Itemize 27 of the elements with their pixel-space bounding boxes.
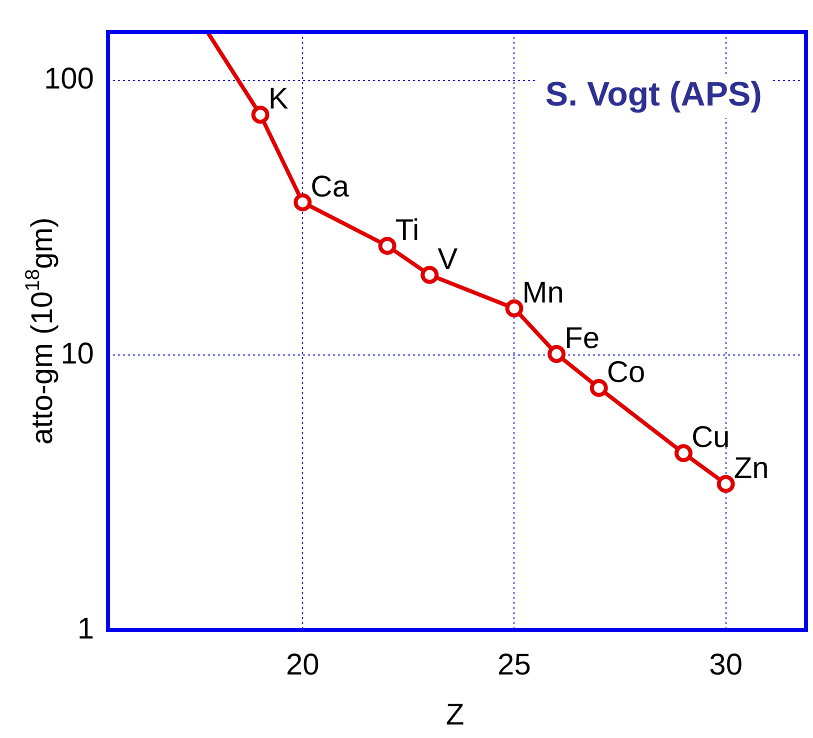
annotation: Fe <box>564 322 600 356</box>
point <box>674 444 693 462</box>
x-tick-label: 30 <box>709 648 743 682</box>
annotation: Co <box>606 356 646 389</box>
annotation: K <box>268 82 288 116</box>
point <box>294 193 312 212</box>
annotation: Ti <box>395 214 420 247</box>
annotation: Cu <box>692 421 730 454</box>
annotation: Ca <box>310 170 350 204</box>
x-tick-label: 25 <box>498 648 531 682</box>
x-axis-title: Z <box>446 698 464 732</box>
point <box>548 345 566 364</box>
x-tick-label: 20 <box>286 648 320 682</box>
point <box>505 299 524 318</box>
point <box>590 378 608 397</box>
point <box>251 106 270 124</box>
point <box>716 474 735 493</box>
point <box>420 266 439 284</box>
y-tick-label: 100 <box>44 62 94 96</box>
y-tick-label: 1 <box>77 612 94 646</box>
annotation: Zn <box>734 452 769 485</box>
point <box>378 236 396 255</box>
annotation: V <box>438 242 458 276</box>
annotation: S. Vogt (APS) <box>545 75 762 114</box>
annotation: Mn <box>522 276 564 310</box>
y-tick-label: 10 <box>60 337 94 370</box>
y-axis-title: atto-gm (1018gm) <box>22 217 59 445</box>
